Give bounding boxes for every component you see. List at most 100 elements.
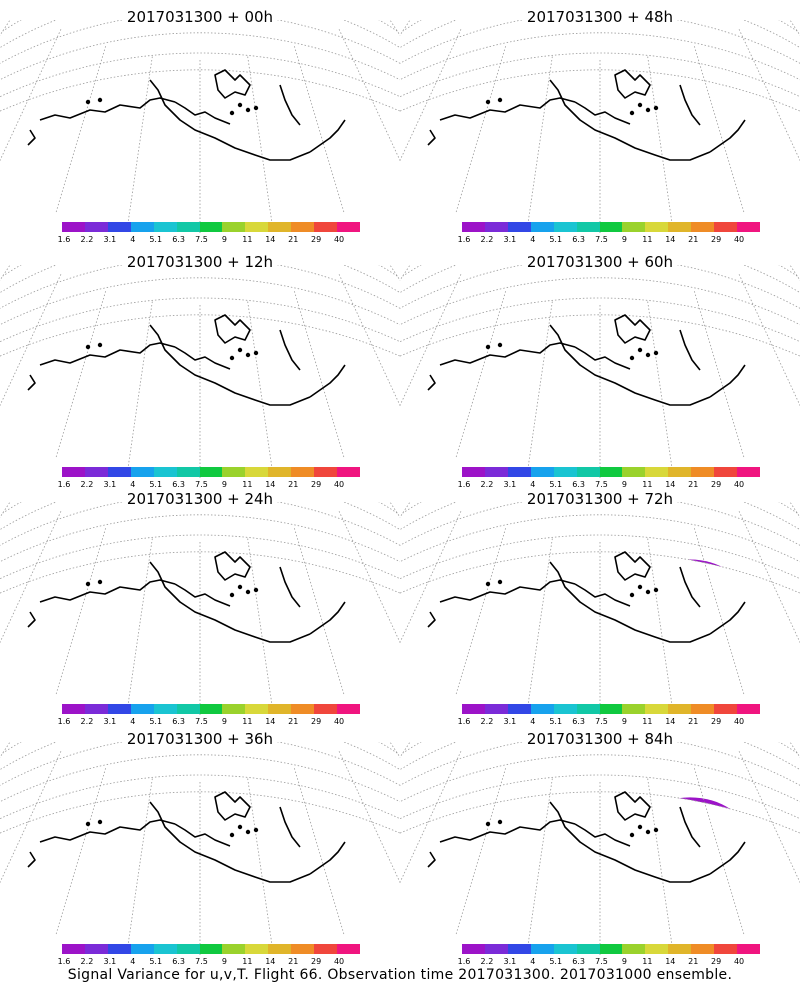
- colorbar-label: 3.1: [503, 957, 517, 966]
- colorbar-label: 4: [530, 480, 536, 489]
- colorbar-label: 4: [530, 957, 536, 966]
- polar-map: [0, 742, 400, 957]
- variance-blob: [180, 644, 201, 660]
- colorbar-label: 29: [711, 235, 722, 244]
- map-panel-72h: 2017031300 + 72h 1.6 2.2 3.1 4 5.1 6.3 7.5 9 11 14…: [400, 482, 800, 727]
- polar-map: [400, 20, 800, 235]
- variance-blob: [249, 808, 331, 866]
- polar-map: [400, 742, 800, 957]
- colorbar-swatch: [130, 944, 154, 954]
- variance-blob: [278, 813, 322, 851]
- colorbar-label: 4: [130, 235, 136, 244]
- colorbar-label: 7.5: [595, 957, 608, 966]
- colorbar-label: 40: [333, 235, 345, 244]
- colorbar-swatch: [153, 944, 177, 954]
- colorbar-swatch: [714, 222, 738, 232]
- colorbar-swatch: [291, 944, 315, 954]
- variance-blob: [576, 160, 603, 181]
- map-panel-48h: 2017031300 + 48h 1.6 2.2 3.1 4 5.1 6.3 7.5 9 11 14…: [400, 0, 800, 245]
- colorbar-label: 14: [265, 717, 276, 726]
- map-panel-84h: 2017031300 + 84h 1.6 2.2 3.1 4 5.1 6.3 7.5 9 11 14…: [400, 722, 800, 967]
- colorbar-swatch: [530, 222, 554, 232]
- colorbar-swatch: [530, 467, 554, 477]
- colorbar-label: 4: [530, 235, 536, 244]
- colorbar: [62, 944, 360, 954]
- variance-blob: [107, 843, 193, 875]
- variance-blob: [194, 852, 266, 875]
- map-panel-0h: 2017031300 + 00h 1.6 2.2 3.1 4 5.1 6.3 7.5 9 11 14…: [0, 0, 400, 245]
- colorbar-label: 9: [621, 717, 627, 726]
- colorbar-swatch: [737, 222, 760, 232]
- colorbar-swatch: [176, 222, 200, 232]
- variance-blob: [497, 605, 543, 635]
- colorbar-label: 2.2: [480, 235, 494, 244]
- variance-blob: [578, 843, 682, 875]
- colorbar-swatch: [576, 467, 600, 477]
- colorbar-label: 3.1: [103, 717, 117, 726]
- colorbar-swatch: [530, 704, 554, 714]
- colorbar-swatch: [130, 467, 154, 477]
- colorbar-swatch: [462, 467, 485, 477]
- graticule: [0, 742, 400, 957]
- colorbar-swatch: [599, 467, 623, 477]
- panel-title: 2017031300 + 00h: [126, 8, 274, 26]
- colorbar-label: 3.1: [503, 717, 517, 726]
- colorbar-label: 29: [311, 480, 322, 489]
- colorbar-label: 9: [621, 235, 627, 244]
- colorbar-swatch: [107, 467, 131, 477]
- colorbar-swatch: [84, 467, 108, 477]
- colorbar-swatch: [62, 704, 85, 714]
- variance-blob: [92, 369, 248, 398]
- graticule: [0, 502, 400, 717]
- colorbar-swatch: [668, 467, 692, 477]
- colorbar-labels: 1.6 2.2 3.1 4 5.1 6.3 7.5 9 11 14 21 29 40: [458, 957, 760, 967]
- colorbar-label: 9: [221, 235, 227, 244]
- colorbar-swatch: [107, 222, 131, 232]
- colorbar-label: 14: [665, 480, 676, 489]
- colorbar: [462, 704, 760, 714]
- colorbar-swatch: [62, 944, 85, 954]
- colorbar-label: 29: [711, 957, 722, 966]
- colorbar-labels: 1.6 2.2 3.1 4 5.1 6.3 7.5 9 11 14 21 29 40: [58, 717, 360, 727]
- variance-blob: [495, 844, 545, 875]
- variance-blob: [499, 369, 541, 398]
- colorbar-swatch: [314, 222, 338, 232]
- colorbar: [462, 944, 760, 954]
- colorbar-swatch: [668, 704, 692, 714]
- colorbar-swatch: [645, 704, 669, 714]
- colorbar-swatch: [737, 944, 760, 954]
- colorbar-swatch: [245, 467, 269, 477]
- variance-blob: [81, 600, 259, 635]
- colorbar-label: 7.5: [195, 957, 208, 966]
- colorbar-swatch: [153, 467, 177, 477]
- colorbar-label: 21: [688, 717, 699, 726]
- colorbar-swatch: [622, 467, 646, 477]
- colorbar-swatch: [268, 704, 292, 714]
- colorbar-labels: 1.6 2.2 3.1 4 5.1 6.3 7.5 9 11 14 21 29 40: [458, 480, 760, 490]
- colorbar-label: 6.3: [572, 717, 585, 726]
- variance-blob: [206, 380, 254, 398]
- coastlines: [27, 551, 346, 643]
- colorbar-swatch: [222, 467, 246, 477]
- colorbar-swatch: [291, 467, 315, 477]
- colorbar-label: 29: [311, 957, 322, 966]
- colorbar-label: 21: [688, 480, 699, 489]
- colorbar-label: 4: [130, 717, 136, 726]
- colorbar-swatch: [622, 944, 646, 954]
- colorbar-label: 11: [642, 717, 653, 726]
- colorbar-label: 1.6: [57, 957, 71, 966]
- variance-shading: [442, 559, 744, 635]
- variance-blob: [492, 597, 608, 635]
- variance-blob: [126, 128, 174, 152]
- colorbar-labels: 1.6 2.2 3.1 4 5.1 6.3 7.5 9 11 14 21 29 40: [458, 717, 760, 727]
- colorbar-swatch: [291, 704, 315, 714]
- panel-title: 2017031300 + 36h: [126, 730, 274, 748]
- variance-blob: [498, 341, 722, 398]
- colorbar-swatch: [222, 944, 246, 954]
- colorbar-label: 40: [733, 957, 745, 966]
- variance-blob: [479, 811, 741, 875]
- colorbar-label: 5.1: [149, 235, 163, 244]
- colorbar-swatch: [691, 944, 715, 954]
- colorbar-swatch: [668, 222, 692, 232]
- colorbar-swatch: [462, 222, 485, 232]
